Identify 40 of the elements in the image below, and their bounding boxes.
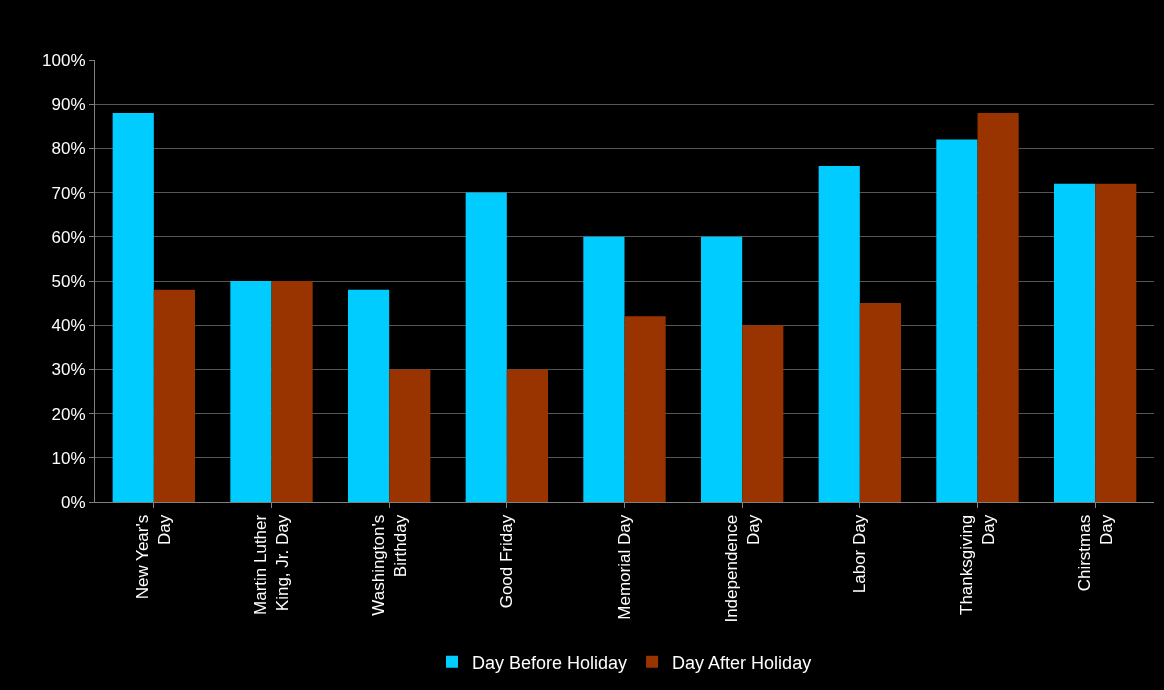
y-tick-label: 40%: [51, 316, 86, 336]
y-tick-label: 60%: [51, 227, 86, 247]
x-tick-label: Thanksgiving Day: [956, 514, 999, 615]
bar: [465, 192, 507, 502]
x-tick-label: Chirstmas Day: [1074, 514, 1116, 592]
x-tick-label: Labor Day: [850, 514, 870, 594]
y-tick-label: 10%: [51, 448, 86, 468]
bar: [271, 281, 313, 502]
y-tick-label: 0%: [61, 492, 86, 512]
legend-label: Day Before Holiday: [472, 652, 628, 673]
bar: [153, 289, 196, 502]
bar: [818, 166, 860, 502]
y-tick-label: 100%: [42, 50, 86, 70]
x-tick-label: Martin Luther King, Jr. Day: [250, 514, 293, 615]
bar: [583, 236, 625, 502]
bar: [1053, 183, 1096, 502]
x-tick-label: Memorial Day: [615, 514, 635, 620]
bar: [700, 236, 743, 502]
y-tick-label: 80%: [51, 139, 86, 159]
y-tick-label: 20%: [51, 404, 86, 424]
bar: [347, 289, 390, 502]
y-tick-label: 30%: [51, 360, 86, 380]
x-tick-label: New Year's Day: [133, 514, 175, 600]
bar: [624, 316, 666, 502]
bar: [977, 113, 1019, 502]
bar: [859, 303, 902, 502]
bar: [389, 369, 431, 502]
y-tick-label: 70%: [51, 183, 86, 203]
x-tick-label: Good Friday: [497, 514, 517, 609]
bar: [506, 369, 549, 502]
y-tick-label: 90%: [51, 95, 86, 115]
bar: [742, 325, 784, 502]
x-tick-label: Independence Day: [721, 514, 763, 623]
bar: [230, 281, 272, 502]
bar: [1095, 183, 1137, 502]
bar: [936, 139, 978, 502]
bar: [112, 113, 154, 502]
x-tick-label: Washington's Birthday: [368, 514, 410, 616]
legend-label: Day After Holiday: [672, 652, 812, 673]
y-tick-label: 50%: [51, 271, 86, 291]
